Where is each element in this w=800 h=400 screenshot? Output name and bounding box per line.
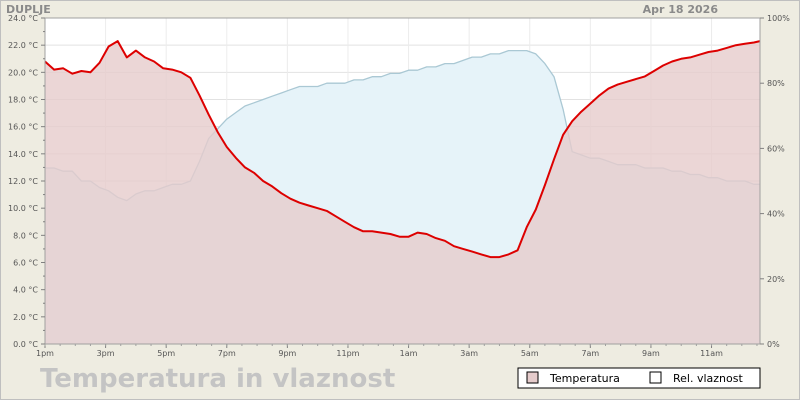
y-tick-label-left: 22.0 °C	[8, 41, 38, 50]
x-tick-label: 7am	[581, 349, 599, 358]
legend-swatch-temperatura	[526, 371, 539, 384]
y-tick-label-left: 24.0 °C	[8, 14, 38, 23]
legend-swatch-vlaznost	[649, 371, 662, 384]
x-tick-label: 3pm	[97, 349, 115, 358]
y-tick-label-left: 2.0 °C	[13, 313, 38, 322]
y-tick-label-left: 8.0 °C	[13, 231, 38, 240]
y-tick-label-left: 16.0 °C	[8, 123, 38, 132]
x-tick-label: 9pm	[278, 349, 296, 358]
y-axis-right: 0% 20% 40% 60% 80% 100%	[760, 14, 790, 349]
y-tick-label-right: 100%	[767, 14, 790, 23]
x-tick-label: 1am	[400, 349, 418, 358]
y-tick-label-left: 6.0 °C	[13, 259, 38, 268]
x-tick-label: 11pm	[336, 349, 359, 358]
y-tick-label-right: 80%	[767, 79, 785, 88]
x-tick-label: 7pm	[218, 349, 236, 358]
x-tick-label: 5am	[521, 349, 539, 358]
y-tick-label-left: 0.0 °C	[13, 340, 38, 349]
chart-date: Apr 18 2026	[643, 3, 719, 16]
y-axis-left: 0.0 °C 2.0 °C 4.0 °C 6.0 °C 8.0 °C 10.0 °C 12.…	[8, 14, 45, 349]
x-axis: 1pm 3pm 5pm 7pm 9pm 11pm 1am 3am 5am 7am 9am 11am	[36, 344, 758, 358]
x-tick-label: 5pm	[157, 349, 175, 358]
series-area-temperatura	[45, 41, 760, 344]
y-tick-label-left: 20.0 °C	[8, 68, 38, 77]
x-tick-label: 11am	[700, 349, 723, 358]
legend-label-temperatura: Temperatura	[549, 372, 620, 385]
y-tick-label-left: 14.0 °C	[8, 150, 38, 159]
series-line-temperatura	[44, 40, 761, 259]
y-tick-label-right: 60%	[767, 144, 785, 153]
x-tick-label: 9am	[642, 349, 660, 358]
y-tick-label-left: 12.0 °C	[8, 177, 38, 186]
series-layer	[44, 40, 761, 344]
legend-label-vlaznost: Rel. vlaznost	[673, 372, 743, 385]
y-tick-label-right: 20%	[767, 275, 785, 284]
x-tick-label: 3am	[460, 349, 478, 358]
station-name: DUPLJE	[6, 3, 51, 16]
y-tick-label-right: 0%	[767, 340, 780, 349]
chart-title: Temperatura in vlaznost	[40, 364, 395, 394]
legend-box	[517, 367, 761, 389]
legend: Temperatura Rel. vlaznost	[517, 367, 761, 389]
y-tick-label-right: 40%	[767, 210, 785, 219]
y-tick-label-left: 10.0 °C	[8, 204, 38, 213]
x-tick-label: 1pm	[36, 349, 54, 358]
y-tick-label-left: 18.0 °C	[8, 96, 38, 105]
y-tick-label-left: 4.0 °C	[13, 286, 38, 295]
